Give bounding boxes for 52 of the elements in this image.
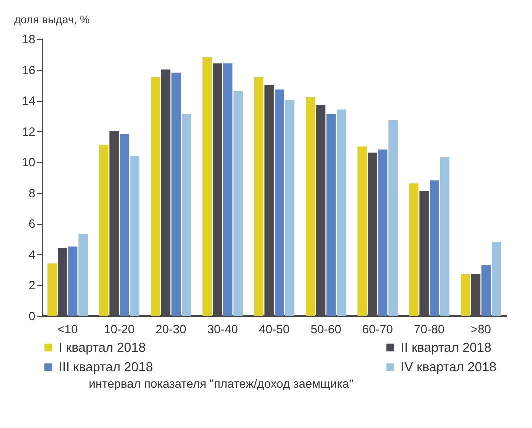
bar — [337, 110, 346, 316]
bar — [78, 234, 88, 316]
y-tick-label: 12 — [22, 124, 36, 139]
bar — [492, 242, 502, 316]
bar — [409, 184, 419, 316]
x-tick-label: 50-60 — [310, 322, 342, 336]
legend-label: II квартал 2018 — [401, 340, 492, 355]
x-tick-label: 30-40 — [207, 322, 238, 336]
x-tick-label: 70-80 — [414, 322, 446, 336]
x-tick-label: >80 — [470, 322, 492, 336]
x-tick-label: <10 — [58, 322, 78, 336]
y-tick-label: 0 — [28, 310, 36, 324]
bar — [172, 72, 181, 316]
y-tick-label: 8 — [28, 186, 36, 200]
legend-label: III квартал 2018 — [59, 360, 154, 374]
y-tick-label: 18 — [22, 32, 36, 46]
y-tick-label: 4 — [28, 248, 36, 262]
y-tick-label: 14 — [22, 94, 36, 108]
bar — [182, 114, 192, 316]
bar — [326, 114, 336, 316]
bar — [234, 91, 243, 316]
bar — [120, 134, 130, 316]
x-tick-label: 20-30 — [156, 322, 187, 336]
bar — [151, 77, 160, 316]
x-axis-title: интервал показателя "платеж/доход заемщика" — [89, 377, 354, 391]
bar — [430, 180, 440, 316]
bar — [306, 97, 316, 316]
y-tick-label: 10 — [22, 156, 36, 170]
bar — [130, 156, 140, 316]
y-axis-title: доля выдач, % — [14, 14, 90, 26]
x-tick-label: 40-50 — [259, 322, 290, 336]
bar — [461, 274, 470, 316]
bar — [223, 64, 233, 316]
bar — [48, 264, 57, 316]
bar — [388, 120, 398, 316]
bar — [202, 57, 212, 316]
bar — [254, 77, 264, 316]
bar — [99, 145, 109, 316]
y-tick-label: 16 — [22, 63, 36, 78]
bar — [275, 90, 284, 316]
bar — [378, 150, 388, 316]
legend-label: IV квартал 2018 — [401, 360, 497, 374]
bar — [440, 157, 450, 316]
y-tick-label: 6 — [28, 217, 36, 232]
x-tick-label: 10-20 — [104, 322, 136, 336]
y-tick-label: 2 — [28, 278, 36, 293]
x-tick-label: 60-70 — [362, 322, 394, 336]
bar — [358, 146, 367, 316]
bar — [482, 265, 491, 316]
bar — [68, 246, 78, 316]
bar — [285, 100, 295, 316]
legend-label: I квартал 2018 — [59, 340, 146, 355]
